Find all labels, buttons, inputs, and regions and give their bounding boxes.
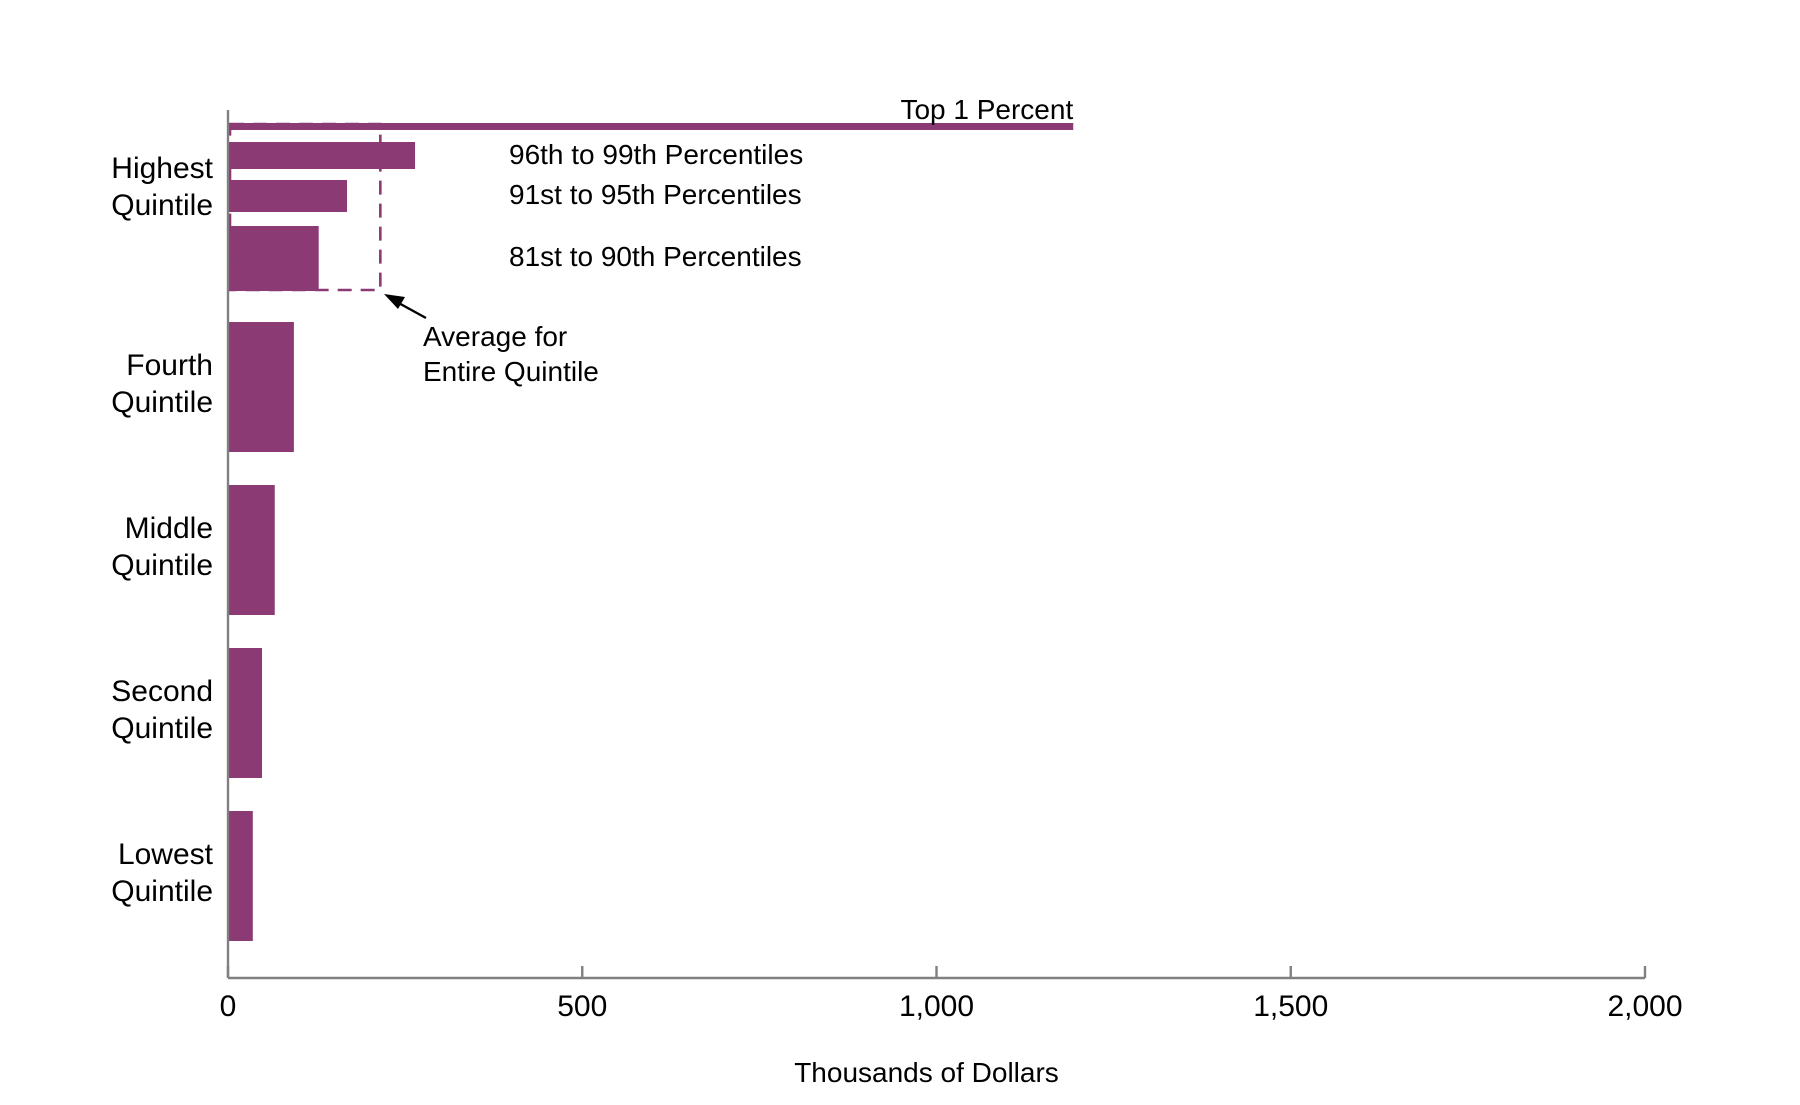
quintile-bar	[228, 322, 294, 452]
quintile-label-line2: Quintile	[111, 189, 213, 222]
quintile-label-line1: Highest	[111, 152, 213, 185]
x-tick-label: 1,500	[1253, 990, 1328, 1023]
percentile-bar	[228, 180, 348, 212]
x-tick-label: 1,000	[899, 990, 974, 1023]
quintile-label-line2: Quintile	[111, 386, 213, 419]
quintile-label-line2: Quintile	[111, 549, 213, 582]
annotation-layer: Average for Entire Quintile	[384, 294, 599, 387]
x-tick-label: 500	[557, 990, 607, 1023]
percentile-bar	[228, 123, 1074, 130]
quintile-label-line1: Second	[111, 675, 213, 708]
quintile-bar	[228, 485, 275, 615]
axis-layer	[226, 110, 1645, 980]
x-ticks-layer: 0 500 1,000 1,500 2,000	[220, 966, 1683, 1023]
quintile-label-line1: Fourth	[126, 349, 213, 382]
percentile-label: 81st to 90th Percentiles	[509, 241, 802, 272]
quintile-label-line2: Quintile	[111, 712, 213, 745]
percentile-label: 91st to 95th Percentiles	[509, 179, 802, 210]
quintile-bar	[228, 648, 263, 778]
percentile-label: Top 1 Percent	[900, 94, 1073, 125]
percentile-bar	[228, 226, 319, 291]
quintile-label-line1: Lowest	[118, 838, 214, 871]
category-labels-layer: Highest Quintile Fourth Quintile Middle Quint…	[111, 152, 213, 908]
bars-layer	[228, 322, 294, 941]
percentile-bar	[228, 142, 416, 169]
annotation-text-line1: Average for	[423, 321, 567, 352]
average-box-layer	[228, 122, 382, 292]
x-tick-label: 0	[220, 990, 237, 1023]
quintile-label-line2: Quintile	[111, 875, 213, 908]
highest-quintile-average-box	[228, 122, 382, 292]
quintile-label-line1: Middle	[125, 512, 213, 545]
annotation-text-line2: Entire Quintile	[423, 356, 599, 387]
quintile-bar	[228, 811, 253, 941]
annotation-arrowhead	[384, 294, 405, 309]
breakdown-layer: Top 1 Percent 96th to 99th Percentiles 91s…	[228, 94, 1073, 291]
x-tick-label: 2,000	[1607, 990, 1682, 1023]
x-axis-title: Thousands of Dollars	[794, 1057, 1059, 1088]
percentile-label: 96th to 99th Percentiles	[509, 139, 803, 170]
